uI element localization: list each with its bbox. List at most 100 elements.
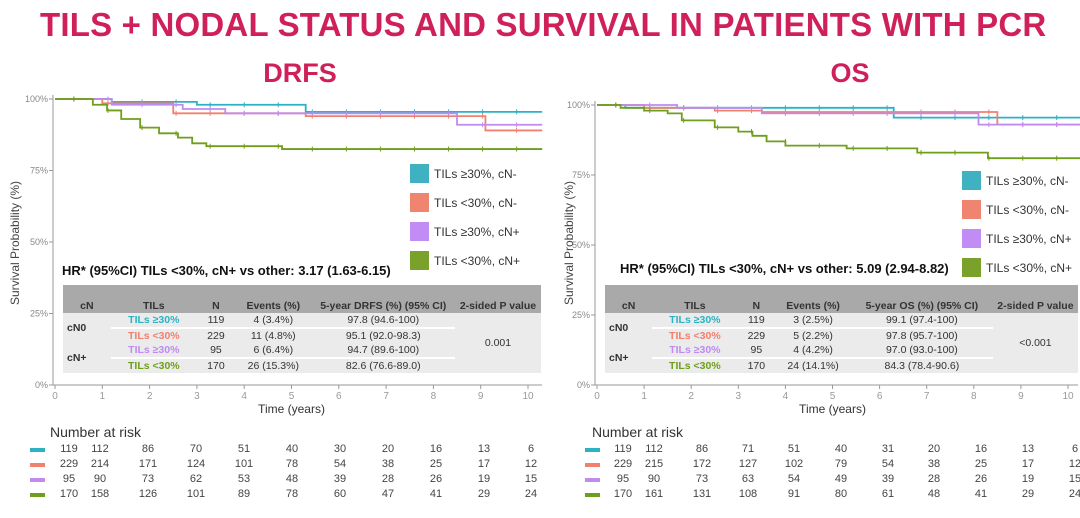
x-tick-label: 3 xyxy=(194,391,200,402)
risk-count: 12 xyxy=(1068,458,1080,470)
km-curve xyxy=(597,104,1080,160)
cell-tils: TILs <30% xyxy=(110,328,197,343)
y-tick-label: 25% xyxy=(572,310,590,320)
x-tick-label: 2 xyxy=(147,391,153,402)
risk-count: 95 xyxy=(616,473,630,485)
risk-count: 78 xyxy=(285,488,299,500)
risk-count: 48 xyxy=(927,488,941,500)
risk-row-color-key xyxy=(585,478,600,482)
x-tick-label: 9 xyxy=(478,391,484,402)
column-header: 5-year OS (%) (95% CI) xyxy=(850,285,993,313)
risk-count: 38 xyxy=(927,458,941,470)
legend-item: TILs ≥30%, cN+ xyxy=(962,229,1072,248)
risk-count: 38 xyxy=(381,458,395,470)
risk-count: 62 xyxy=(189,473,203,485)
column-header: 2-sided P value xyxy=(992,285,1078,313)
risk-count: 29 xyxy=(1021,488,1035,500)
legend-swatch xyxy=(410,222,429,241)
risk-count: 6 xyxy=(1071,443,1079,455)
risk-count: 40 xyxy=(285,443,299,455)
x-tick-label: 8 xyxy=(971,391,977,402)
risk-count: 80 xyxy=(834,488,848,500)
legend-item: TILs <30%, cN- xyxy=(410,193,517,212)
risk-count: 6 xyxy=(527,443,535,455)
risk-count: 25 xyxy=(429,458,443,470)
risk-row-color-key xyxy=(585,493,600,497)
legend-swatch xyxy=(962,200,981,219)
x-tick-label: 4 xyxy=(783,391,789,402)
y-tick-label: 100% xyxy=(25,94,48,104)
risk-count: 60 xyxy=(333,488,347,500)
km-curve xyxy=(55,98,543,150)
risk-count: 124 xyxy=(186,458,206,470)
cell-tils: TILs <30% xyxy=(652,358,738,373)
legend-swatch xyxy=(410,193,429,212)
risk-count: 73 xyxy=(141,473,155,485)
cell-events: 4 (4.2%) xyxy=(775,343,851,359)
risk-count: 90 xyxy=(647,473,661,485)
y-tick-label: 50% xyxy=(30,237,48,247)
chart-title: OS xyxy=(830,58,870,88)
cell-tils: TILs ≥30% xyxy=(110,343,197,359)
legend-label: TILs <30%, cN+ xyxy=(986,260,1073,275)
risk-count: 47 xyxy=(381,488,395,500)
risk-count: 20 xyxy=(381,443,395,455)
column-header: N xyxy=(737,285,776,313)
cell-tils: TILs <30% xyxy=(652,328,738,343)
cell-cn: cN+ xyxy=(605,343,653,373)
x-tick-label: 3 xyxy=(736,391,742,402)
table-row: cN+ TILs ≥30% 95 4 (4.2%) 97.0 (93.0-100) xyxy=(605,343,1078,373)
risk-count: 101 xyxy=(186,488,206,500)
legend-label: TILs ≥30%, cN- xyxy=(434,166,517,181)
risk-count: 49 xyxy=(834,473,848,485)
risk-count: 63 xyxy=(741,473,755,485)
column-header: N xyxy=(196,285,236,313)
risk-count: 170 xyxy=(613,488,633,500)
risk-count: 17 xyxy=(1021,458,1035,470)
risk-row-color-key xyxy=(30,448,45,452)
column-header: Events (%) xyxy=(235,285,312,313)
risk-count: 61 xyxy=(881,488,895,500)
cell-tils: TILs ≥30% xyxy=(652,343,738,359)
risk-count: 54 xyxy=(333,458,347,470)
legend-item: TILs <30%, cN- xyxy=(962,200,1069,219)
risk-count: 71 xyxy=(741,443,755,455)
cell-survival: 82.6 (76.6-89.0) xyxy=(311,358,455,373)
results-table: cN TILs N Events (%) 5-year DRFS (%) (95% CI… xyxy=(63,285,541,373)
cell-survival: 97.8 (95.7-100) xyxy=(850,328,993,343)
cell-tils: TILs ≥30% xyxy=(652,313,738,329)
table-header-row: cN TILs N Events (%) 5-year DRFS (%) (95% CI… xyxy=(63,285,541,313)
risk-count: 214 xyxy=(90,458,110,470)
risk-count: 112 xyxy=(91,443,109,455)
risk-row-color-key xyxy=(30,478,45,482)
cell-survival: 94.7 (89.6-100) xyxy=(311,343,455,359)
cell-events: 5 (2.2%) xyxy=(775,328,851,343)
risk-count: 54 xyxy=(787,473,801,485)
km-curve xyxy=(55,98,543,126)
risk-table-title: Number at risk xyxy=(50,424,142,440)
y-axis-label: Survival Probability (%) xyxy=(562,180,576,305)
risk-count: 102 xyxy=(784,458,804,470)
risk-count: 70 xyxy=(189,443,203,455)
x-tick-label: 10 xyxy=(1062,391,1074,402)
legend-label: TILs <30%, cN- xyxy=(434,195,518,210)
risk-count: 15 xyxy=(524,473,538,485)
x-tick-label: 1 xyxy=(641,391,647,402)
legend-item: TILs ≥30%, cN- xyxy=(410,164,517,183)
risk-count: 91 xyxy=(787,488,801,500)
chart-title: DRFS xyxy=(263,58,337,88)
column-header: TILs xyxy=(110,285,197,313)
risk-count: 51 xyxy=(787,443,801,455)
risk-count: 12 xyxy=(524,458,538,470)
cell-events: 3 (2.5%) xyxy=(775,313,851,329)
legend-label: TILs ≥30%, cN- xyxy=(986,173,1069,188)
risk-count: 170 xyxy=(59,488,79,500)
risk-count: 73 xyxy=(695,473,709,485)
risk-count: 112 xyxy=(645,443,663,455)
y-tick-label: 100% xyxy=(567,100,590,110)
y-axis-label: Survival Probability (%) xyxy=(8,180,22,305)
risk-count: 41 xyxy=(974,488,988,500)
risk-count: 29 xyxy=(477,488,491,500)
km-curve xyxy=(55,98,543,132)
